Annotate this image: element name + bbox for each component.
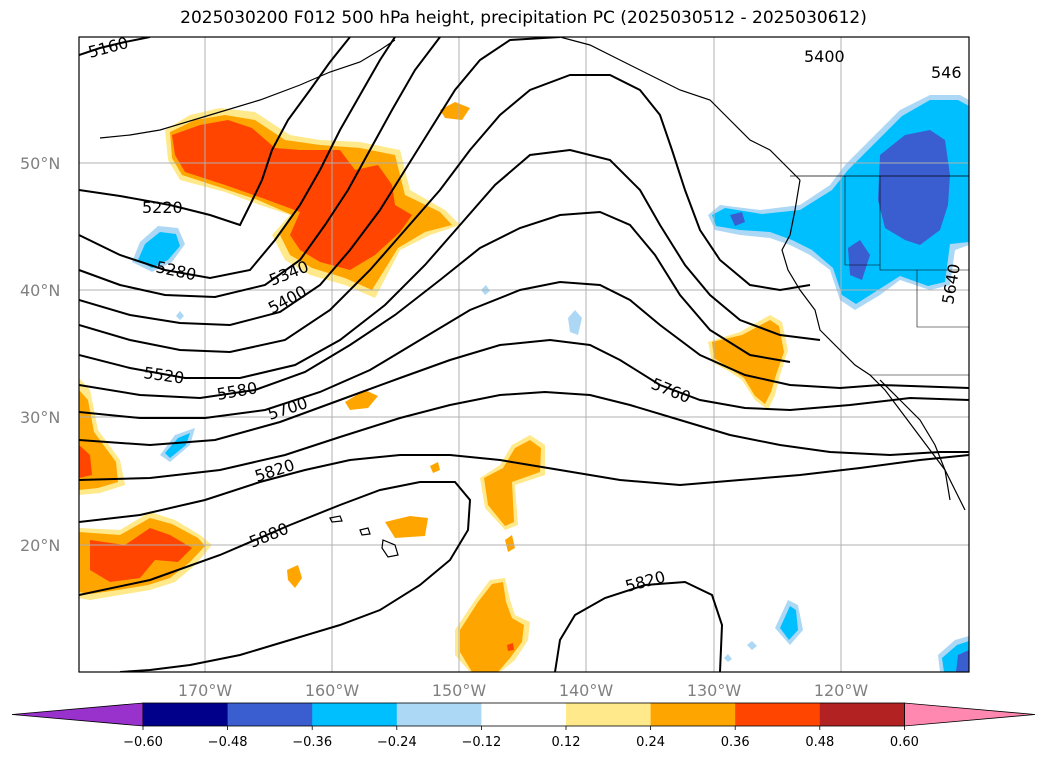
colorbar-segment [735,703,821,726]
lon-label: 150°W [432,681,487,700]
lon-label: 120°W [814,681,869,700]
colorbar-extend-low [11,702,144,727]
precip-neg-se-2-high [956,650,969,672]
border-states-2 [844,176,880,266]
colorbar-segment [481,703,567,726]
colorbar-tick-label: 0.36 [721,735,750,750]
contour-label: 5220 [142,198,183,217]
lon-label: 160°W [305,681,360,700]
coastline-alaska [99,39,396,139]
contour-label: 5400 [804,47,845,66]
colorbar-segment [143,703,229,726]
coastline-hawaii-2 [359,527,371,536]
precip-area-small-6 [505,535,515,552]
precip-area-central-mid [484,440,541,526]
colorbar-tick-label: −0.24 [377,735,417,750]
precip-neg-small-5 [724,654,732,662]
contour-5160 [79,37,151,56]
contour-5460 [79,74,811,354]
contour-5820-south [554,580,724,672]
contour-5280 [79,37,396,280]
colorbar-segment [819,703,905,726]
colorbar-tick-label: −0.48 [208,735,248,750]
precip-neg-small-3 [176,311,184,320]
precip-neg-se-1-mid [780,606,798,640]
precip-neg-small-4 [747,641,757,650]
colorbar-frame [142,702,905,727]
precip-neg-northwest-high-3 [730,212,745,226]
contour-5580 [79,210,791,400]
lon-label: 140°W [559,681,614,700]
lat-label: 20°N [20,536,60,555]
lat-label: 50°N [20,154,60,173]
colorbar-segment [650,703,736,726]
map-frame [78,36,970,673]
precip-area-gulf-high [172,120,412,270]
contour-5760 [79,390,969,481]
precip-positive-shading [79,102,788,672]
colorbar: −0.60 −0.48 −0.36 −0.24 −0.12 0.12 0.24 0.36 0.4… [11,702,1036,750]
colorbar-tick-label: 0.12 [552,735,581,750]
latitude-labels: 50°N 40°N 30°N 20°N [20,154,60,555]
coastline-hawaii-1 [381,539,399,558]
precip-neg-northwest-high [878,130,950,245]
contour-5520 [79,148,821,379]
colorbar-tick-label: 0.24 [636,735,665,750]
lat-label: 30°N [20,408,60,427]
precip-area-west-30n-high [79,445,92,478]
colorbar-segment [566,703,652,726]
coastline-se-alaska [559,37,801,181]
colorbar-tick-label: 0.48 [805,735,834,750]
border-states-3 [916,270,969,328]
precip-neg-west-42n-mid [138,232,180,268]
contour-5700 [79,338,969,447]
coastline-baja [879,379,951,501]
precip-area-small-3 [385,516,428,538]
contour-5640 [79,280,969,419]
contour-5340 [79,37,441,299]
precip-area-small-5 [287,565,302,588]
precip-area-california-mid [712,320,784,404]
contour-5220 [79,37,351,227]
colorbar-tick-label: −0.12 [461,735,501,750]
precip-area-small-1 [440,102,470,120]
lon-label: 170°W [178,681,233,700]
colorbar-extend-high [904,702,1036,727]
border-states-1 [879,176,969,271]
lon-label: 130°W [687,681,742,700]
plot-title: 2025030200 F012 500 hPa height, precipit… [180,8,867,28]
map-panel: 5160 5220 5280 5340 5400 5520 5580 5700 … [79,37,969,672]
precip-area-west-20n-high [90,528,192,582]
colorbar-tick-label: 0.60 [890,735,919,750]
precip-neg-small-1 [568,310,582,335]
precip-area-south-high [507,643,514,651]
precip-neg-northwest-high-2 [848,240,870,280]
precip-area-small-4 [430,462,440,473]
colorbar-segment [227,703,313,726]
contour-5820 [79,454,969,523]
contour-label: 546 [931,63,962,82]
precip-neg-west-30n-mid [165,433,190,458]
longitude-labels: 170°W 160°W 150°W 140°W 130°W 120°W [178,681,869,700]
contour-5400 [79,37,561,327]
colorbar-tick-label: −0.36 [292,735,332,750]
lat-label: 40°N [20,281,60,300]
colorbar-tick-label: −0.60 [123,735,163,750]
colorbar-segment [396,703,482,726]
precip-area-small-2 [345,390,378,410]
height-contours [79,37,969,672]
coastline-hawaii-3 [329,515,343,523]
colorbar-segment [312,703,398,726]
contour-5880 [79,481,472,672]
